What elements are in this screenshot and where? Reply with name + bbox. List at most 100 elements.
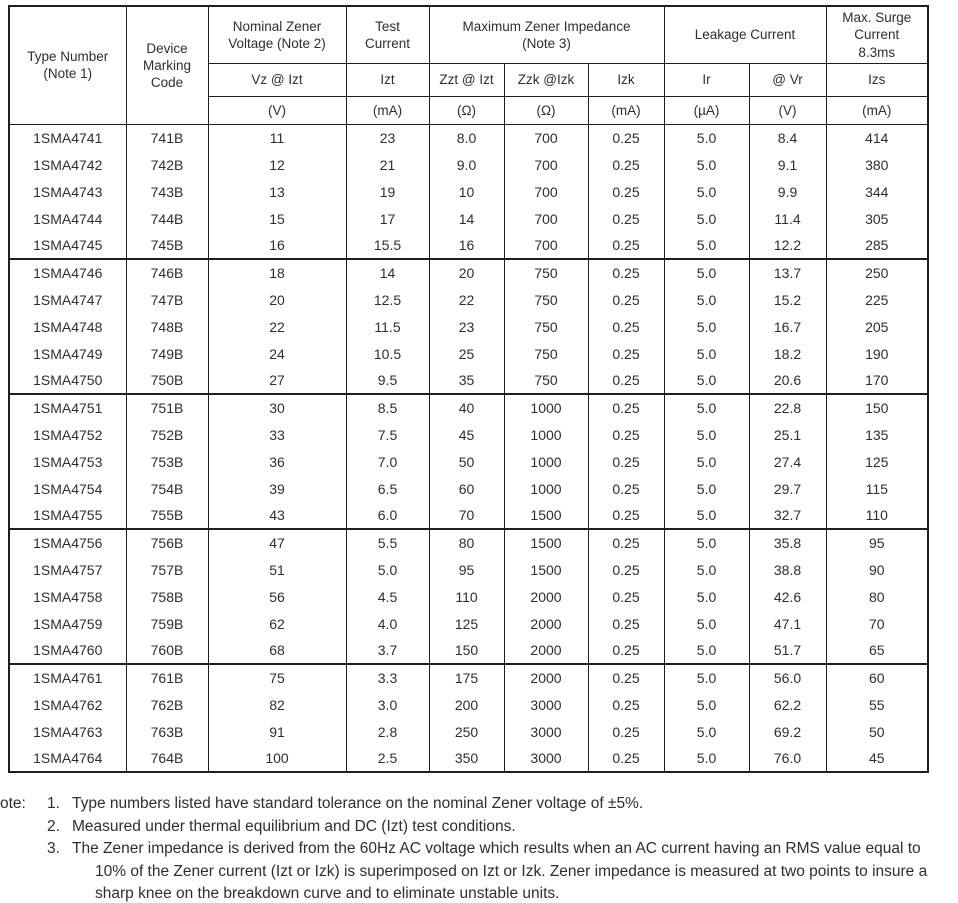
- vz-cell: 27: [207, 367, 347, 395]
- note-text: Type numbers listed have standard tolera…: [72, 795, 644, 812]
- izk-cell: 0.25: [587, 448, 665, 476]
- zzk-cell: 700: [503, 178, 589, 206]
- izk-cell: 0.25: [587, 610, 665, 638]
- izt-cell: 10.5: [345, 340, 430, 368]
- type-number-cell: 1SMA4759: [8, 610, 127, 638]
- header-impedance-line1: Maximum Zener Impedance: [462, 18, 631, 34]
- izt-cell: 21: [345, 151, 430, 179]
- device-marking-cell: 748B: [125, 313, 209, 341]
- izk-cell: 0.25: [587, 502, 665, 530]
- device-marking-cell: 744B: [125, 205, 209, 233]
- ir-cell: 5.0: [663, 340, 750, 368]
- izs-cell: 414: [825, 124, 929, 152]
- device-marking-cell: 763B: [125, 718, 209, 746]
- izk-cell: 0.25: [587, 367, 665, 395]
- zzk-cell: 2000: [503, 610, 589, 638]
- zzt-cell: 25: [428, 340, 505, 368]
- izs-cell: 125: [825, 448, 929, 476]
- type-number-cell: 1SMA4753: [8, 448, 127, 476]
- header-row-groups: Type Number (Note 1) Device Marking Code…: [8, 5, 929, 125]
- type-number-cell: 1SMA4751: [8, 393, 127, 422]
- device-marking-cell: 764B: [125, 745, 209, 773]
- table-row: 1SMA4745 745B 16 15.5 16 700 0.25 5.0 12.2 285: [8, 232, 929, 260]
- device-marking-cell: 751B: [125, 393, 209, 422]
- zzk-cell: 2000: [503, 637, 589, 665]
- type-number-cell: 1SMA4741: [8, 124, 127, 152]
- zzk-cell: 700: [503, 205, 589, 233]
- vz-cell: 11: [207, 124, 347, 152]
- type-number-cell: 1SMA4761: [8, 663, 127, 692]
- zzt-cell: 150: [428, 637, 505, 665]
- izt-cell: 3.3: [345, 663, 430, 692]
- vz-cell: 33: [207, 421, 347, 449]
- note-item: 1. Type numbers listed have standard tole…: [47, 793, 958, 816]
- vr-cell: 29.7: [748, 475, 827, 503]
- table-row: 1SMA4751 751B 30 8.5 40 1000 0.25 5.0 22.8 150: [8, 393, 929, 422]
- ir-cell: 5.0: [663, 258, 750, 287]
- header-test-line1: Test: [375, 18, 400, 34]
- device-marking-cell: 756B: [125, 528, 209, 557]
- vz-cell: 22: [207, 313, 347, 341]
- zzt-cell: 20: [428, 258, 505, 287]
- type-number-cell: 1SMA4750: [8, 367, 127, 395]
- izt-cell: 9.5: [345, 367, 430, 395]
- type-number-cell: 1SMA4754: [8, 475, 127, 503]
- table-row: 1SMA4764 764B 100 2.5 350 3000 0.25 5.0 76.0 45: [8, 745, 929, 773]
- header-test-current: Test Current: [345, 5, 430, 64]
- vz-cell: 91: [207, 718, 347, 746]
- izt-cell: 12.5: [345, 286, 430, 314]
- ir-cell: 5.0: [663, 528, 750, 557]
- table-row: 1SMA4750 750B 27 9.5 35 750 0.25 5.0 20.6 170: [8, 367, 929, 395]
- izs-cell: 190: [825, 340, 929, 368]
- zzk-cell: 2000: [503, 663, 589, 692]
- zzt-cell: 350: [428, 745, 505, 773]
- izk-cell: 0.25: [587, 258, 665, 287]
- vr-cell: 13.7: [748, 258, 827, 287]
- zzt-cell: 16: [428, 232, 505, 260]
- vz-cell: 82: [207, 691, 347, 719]
- vr-cell: 35.8: [748, 528, 827, 557]
- zzk-cell: 750: [503, 286, 589, 314]
- table-body: 1SMA4741 741B 11 23 8.0 700 0.25 5.0 8.4 414 1SMA4…: [8, 124, 929, 773]
- table-row: 1SMA4757 757B 51 5.0 95 1500 0.25 5.0 38.8 90: [8, 556, 929, 584]
- vz-cell: 62: [207, 610, 347, 638]
- izt-cell: 5.5: [345, 528, 430, 557]
- ir-cell: 5.0: [663, 448, 750, 476]
- zzk-cell: 750: [503, 258, 589, 287]
- vz-cell: 12: [207, 151, 347, 179]
- zzk-cell: 3000: [503, 718, 589, 746]
- device-marking-cell: 743B: [125, 178, 209, 206]
- table-row: 1SMA4761 761B 75 3.3 175 2000 0.25 5.0 56.0 60: [8, 663, 929, 692]
- izt-cell: 2.8: [345, 718, 430, 746]
- type-number-cell: 1SMA4757: [8, 556, 127, 584]
- notes-row: ote: 1. Type numbers listed have standard…: [0, 793, 958, 903]
- vr-cell: 15.2: [748, 286, 827, 314]
- izk-cell: 0.25: [587, 528, 665, 557]
- header-type-number-line1: Type Number: [27, 49, 109, 65]
- header-device-line2: Marking: [142, 57, 191, 73]
- zzk-cell: 750: [503, 313, 589, 341]
- vz-cell: 15: [207, 205, 347, 233]
- vz-cell: 30: [207, 393, 347, 422]
- table-row: 1SMA4759 759B 62 4.0 125 2000 0.25 5.0 47.1 70: [8, 610, 929, 638]
- subheader-izs: Izs: [825, 62, 929, 97]
- zzt-cell: 10: [428, 178, 505, 206]
- header-device-line1: Device: [146, 40, 188, 56]
- header-max-zener-impedance: Maximum Zener Impedance (Note 3): [428, 5, 665, 64]
- unit-zzk-ohms: (Ω): [503, 95, 589, 125]
- note-items: 1. Type numbers listed have standard tole…: [47, 793, 958, 903]
- zzt-cell: 35: [428, 367, 505, 395]
- izs-cell: 80: [825, 583, 929, 611]
- ir-cell: 5.0: [663, 178, 750, 206]
- table-row: 1SMA4755 755B 43 6.0 70 1500 0.25 5.0 32.7 110: [8, 502, 929, 530]
- izt-cell: 7.5: [345, 421, 430, 449]
- device-marking-cell: 762B: [125, 691, 209, 719]
- header-device-marking-code: Device Marking Code: [125, 5, 209, 125]
- izt-cell: 2.5: [345, 745, 430, 773]
- izt-cell: 23: [345, 124, 430, 152]
- header-nominal-line2: Voltage (Note 2): [228, 35, 326, 51]
- izk-cell: 0.25: [587, 583, 665, 611]
- type-number-cell: 1SMA4755: [8, 502, 127, 530]
- subheader-zzk-at-izk: Zzk @Izk: [503, 62, 589, 97]
- ir-cell: 5.0: [663, 421, 750, 449]
